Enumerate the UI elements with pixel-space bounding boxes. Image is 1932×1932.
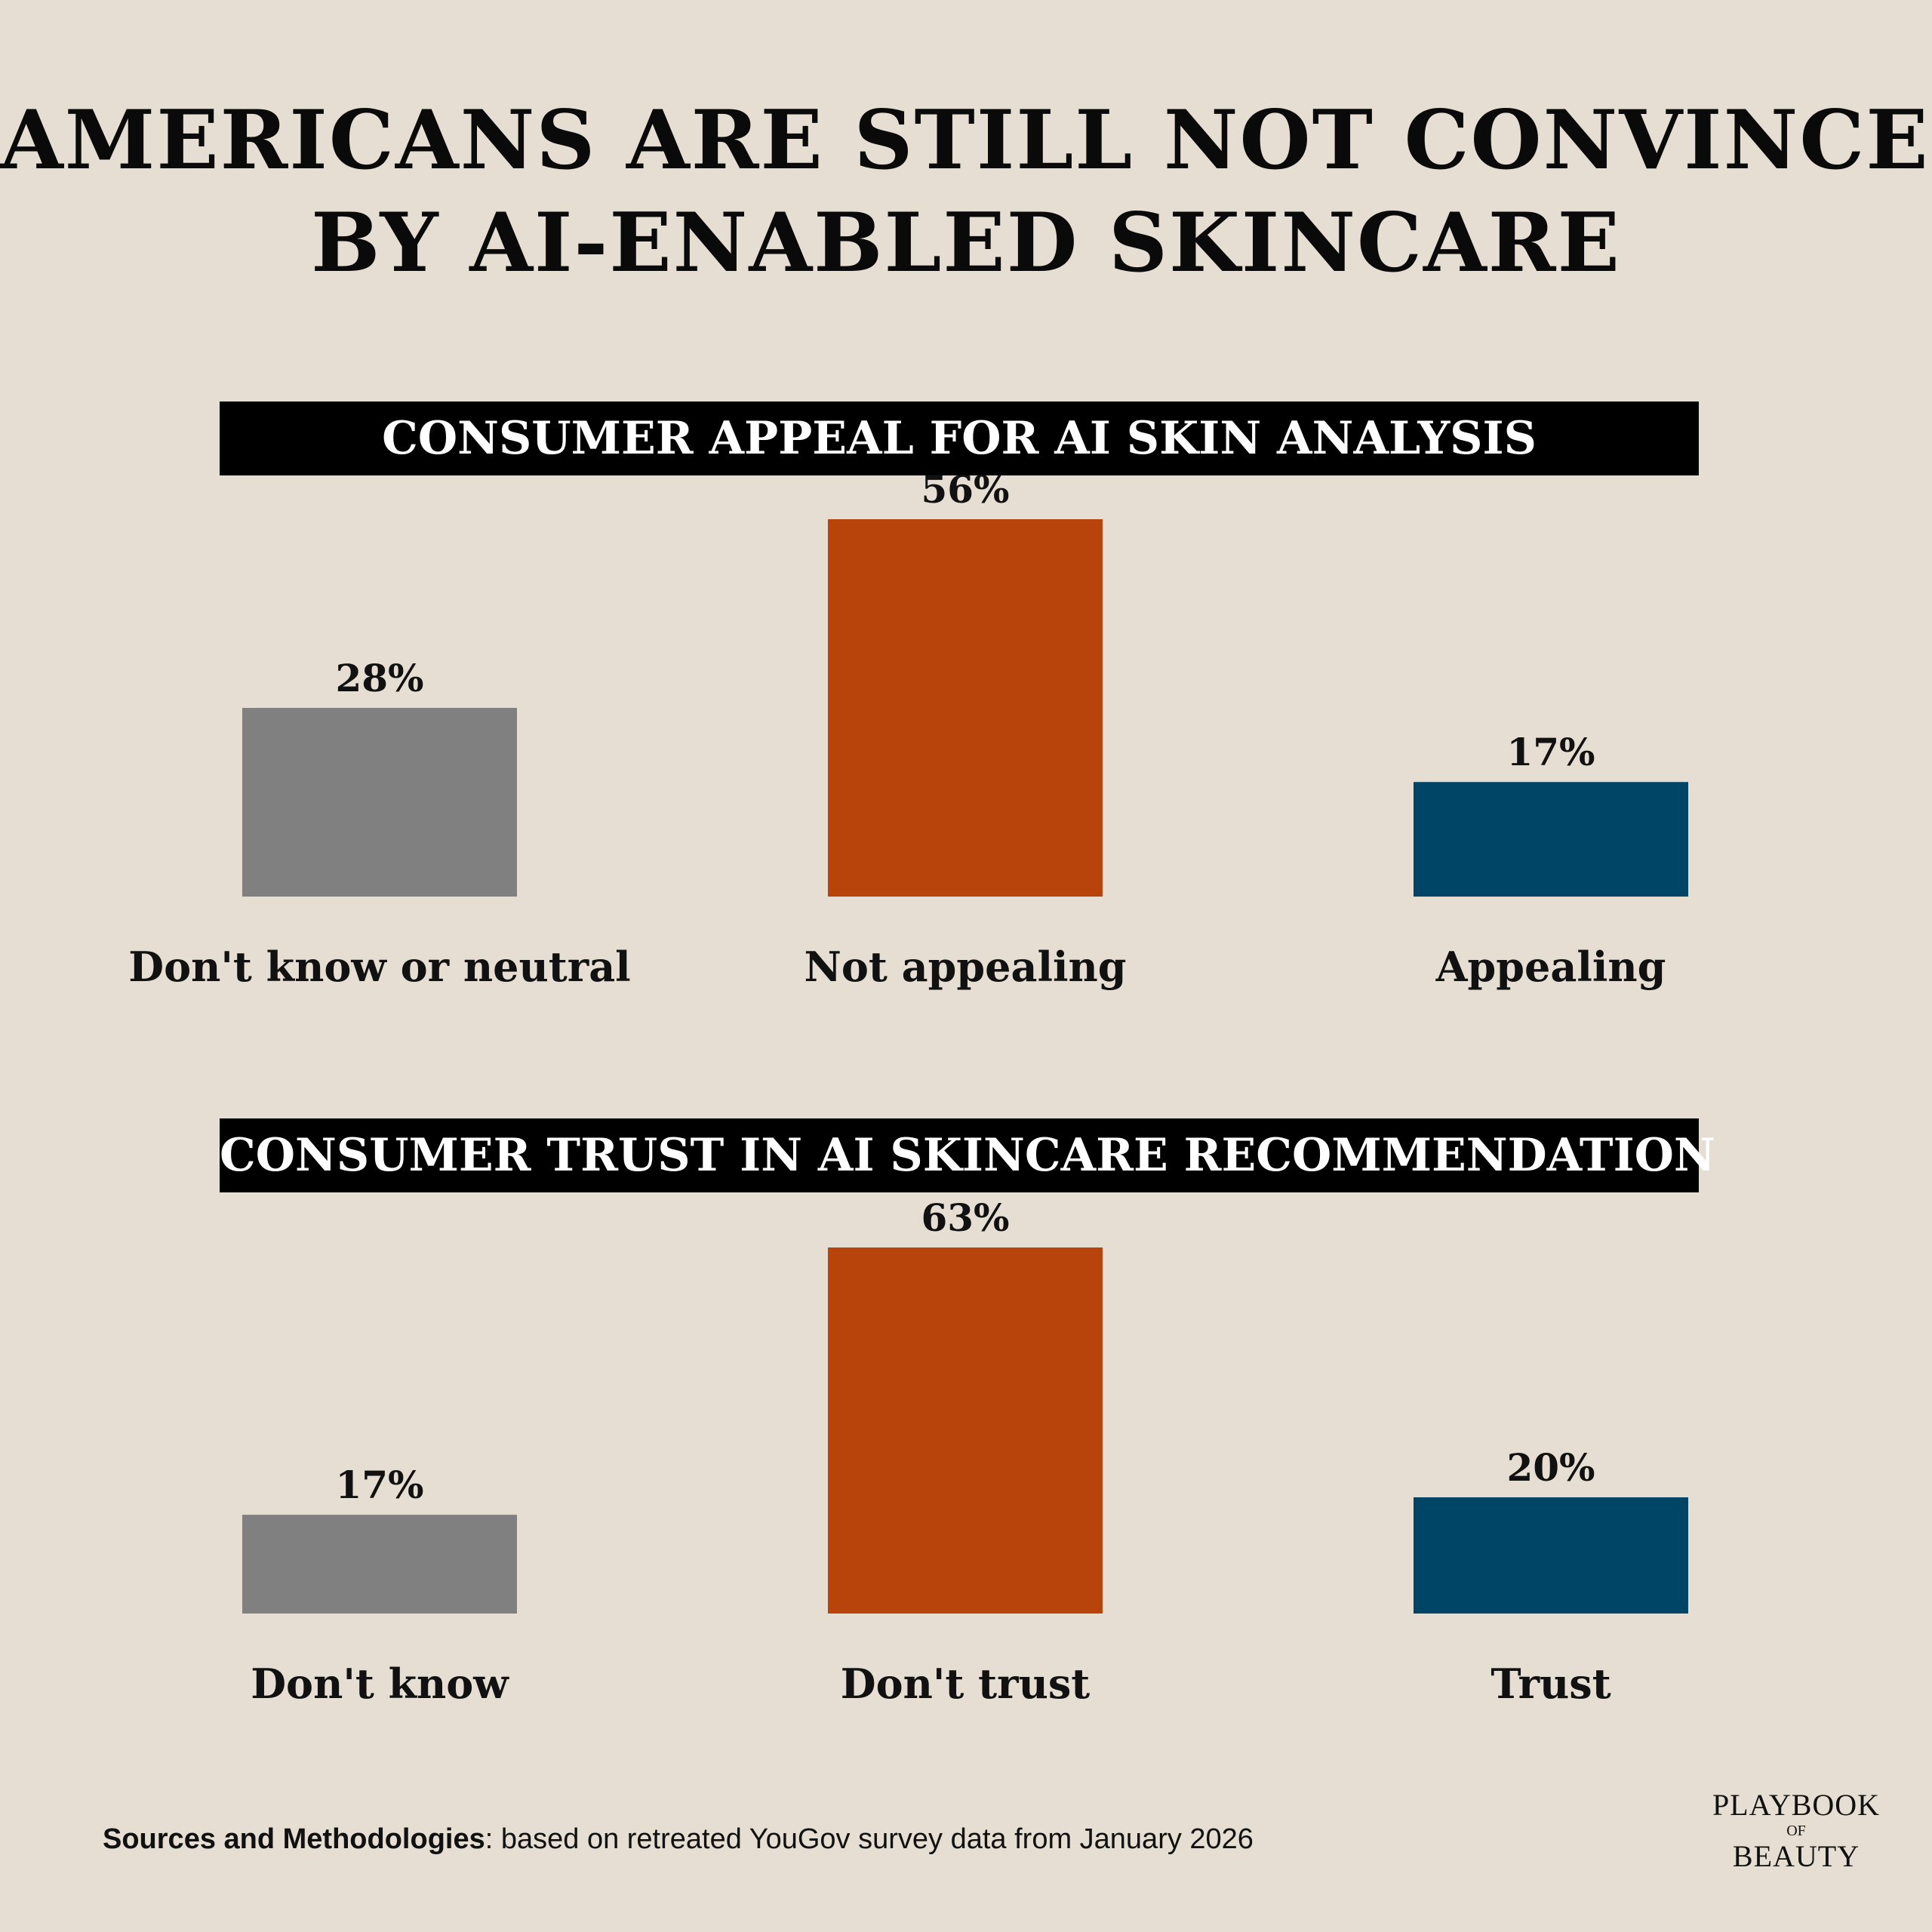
category-label-not-appealing: Not appealing [804, 943, 1126, 991]
value-label-trust: 20% [1506, 1445, 1595, 1490]
category-label-don-t-trust: Don't trust [841, 1660, 1090, 1708]
chart-appeal: 28% Don't know or neutral 56% Not appealing… [128, 467, 1688, 991]
sources-text: : based on retreated YouGov survey data … [485, 1823, 1254, 1855]
category-label-don-t-know: Don't know [251, 1660, 509, 1708]
category-label-appealing: Appealing [1435, 943, 1666, 991]
sources-note: Sources and Methodologies: based on retr… [103, 1820, 1254, 1858]
bar-don-t-trust [828, 1247, 1103, 1614]
category-label-don-t-know-or-neutral: Don't know or neutral [128, 943, 630, 991]
bar-don-t-know-or-neutral [242, 708, 517, 897]
chart-appeal-title: CONSUMER APPEAL FOR AI SKIN ANALYSIS [220, 401, 1699, 475]
category-label-trust: Trust [1491, 1660, 1611, 1708]
main-title-line-2: BY AI-ENABLED SKINCARE [311, 195, 1621, 291]
sources-label: Sources and Methodologies [103, 1823, 485, 1855]
bar-trust [1414, 1497, 1688, 1614]
logo-line-2: OF [1786, 1823, 1806, 1839]
bar-not-appealing [828, 519, 1103, 897]
bar-don-t-know [242, 1515, 517, 1614]
chart-trust: 17% Don't know 63% Don't trust 20% Trust [242, 1195, 1688, 1708]
logo-line-3: BEAUTY [1732, 1839, 1860, 1873]
value-label-not-appealing: 56% [921, 467, 1009, 512]
main-title-line-1: AMERICANS ARE STILL NOT CONVINCED [0, 93, 1932, 188]
value-label-don-t-know-or-neutral: 28% [335, 656, 423, 700]
logo-line-1: PLAYBOOK [1712, 1788, 1881, 1822]
value-label-don-t-trust: 63% [921, 1195, 1009, 1240]
value-label-appealing: 17% [1506, 730, 1595, 774]
bar-appealing [1414, 782, 1688, 897]
playbook-of-beauty-logo: PLAYBOOK OF BEAUTY [1698, 1789, 1894, 1873]
chart-trust-title: CONSUMER TRUST IN AI SKINCARE RECOMMENDA… [220, 1118, 1715, 1192]
value-label-don-t-know: 17% [335, 1463, 423, 1507]
